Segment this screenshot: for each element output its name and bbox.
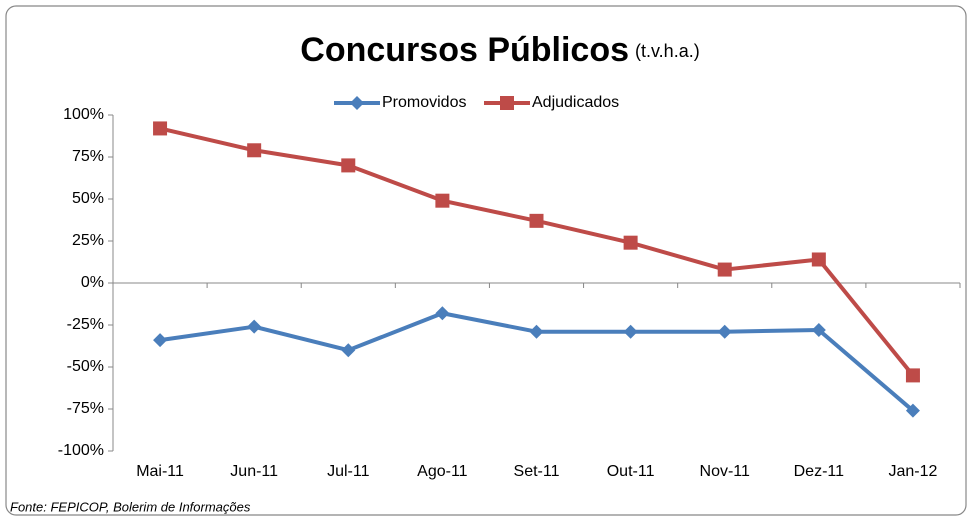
y-tick-label: 75% bbox=[72, 148, 104, 165]
y-tick-label: 0% bbox=[81, 274, 104, 291]
x-tick-label: Dez-11 bbox=[794, 463, 844, 480]
point-marker bbox=[905, 403, 920, 418]
point-marker bbox=[341, 158, 356, 173]
point-marker bbox=[435, 306, 450, 321]
point-marker bbox=[811, 323, 826, 338]
y-tick-label: -75% bbox=[67, 400, 104, 417]
chart-title: Concursos Públicos bbox=[300, 31, 629, 69]
point-marker bbox=[623, 324, 638, 339]
point-marker bbox=[811, 252, 826, 267]
y-tick-label: -25% bbox=[67, 316, 104, 333]
point-marker bbox=[623, 235, 638, 250]
point-marker bbox=[500, 96, 514, 110]
x-tick-label: Set-11 bbox=[514, 463, 560, 480]
point-marker bbox=[350, 96, 364, 110]
point-marker bbox=[247, 319, 262, 334]
y-tick-label: -50% bbox=[67, 358, 104, 375]
legend-label: Promovidos bbox=[382, 94, 466, 111]
x-tick-label: Out-11 bbox=[607, 463, 655, 480]
y-tick-label: 100% bbox=[63, 106, 104, 123]
x-tick-label: Jun-11 bbox=[230, 463, 278, 480]
source-note: Fonte: FEPICOP, Bolerim de Informações bbox=[10, 499, 251, 514]
point-marker bbox=[717, 262, 732, 277]
point-marker bbox=[435, 193, 450, 208]
y-tick-label: -100% bbox=[58, 442, 104, 459]
point-marker bbox=[529, 324, 544, 339]
point-marker bbox=[153, 121, 168, 136]
point-marker bbox=[717, 324, 732, 339]
legend-label: Adjudicados bbox=[532, 94, 619, 111]
y-tick-label: 25% bbox=[72, 232, 104, 249]
chart-title-group: Concursos Públicos (t.v.h.a.) bbox=[300, 31, 699, 69]
x-tick-label: Jan-12 bbox=[888, 463, 937, 480]
chart-subtitle: (t.v.h.a.) bbox=[635, 41, 700, 61]
point-marker bbox=[341, 343, 356, 358]
x-tick-label: Mai-11 bbox=[136, 463, 184, 480]
point-marker bbox=[529, 213, 544, 228]
point-marker bbox=[153, 333, 168, 348]
y-tick-label: 50% bbox=[72, 190, 104, 207]
chart-frame bbox=[5, 5, 967, 516]
x-tick-label: Nov-11 bbox=[700, 463, 750, 480]
point-marker bbox=[905, 368, 920, 383]
point-marker bbox=[247, 143, 262, 158]
x-tick-label: Ago-11 bbox=[417, 463, 468, 480]
x-tick-label: Jul-11 bbox=[327, 463, 369, 480]
